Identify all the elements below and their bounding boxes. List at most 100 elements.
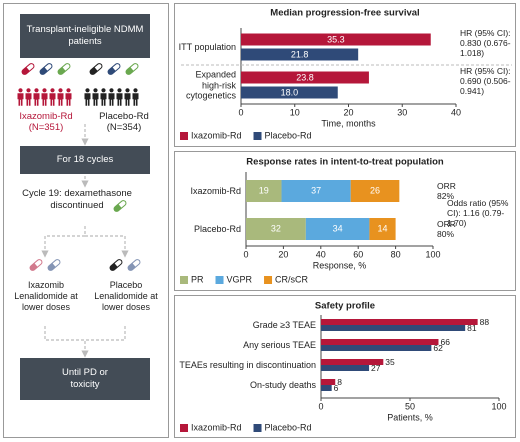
x-tick-label: 50 bbox=[405, 401, 415, 411]
bar bbox=[321, 345, 432, 351]
bar bbox=[321, 339, 439, 345]
bar bbox=[321, 365, 370, 371]
x-tick-label: 80 bbox=[391, 249, 401, 259]
legend-swatch bbox=[215, 276, 224, 284]
legend-label: CR/sCR bbox=[275, 274, 308, 284]
x-tick-label: 0 bbox=[318, 401, 323, 411]
data-label: 8 bbox=[337, 377, 342, 387]
x-tick-label: 20 bbox=[278, 249, 288, 259]
flow-box: For 18 cycles bbox=[20, 146, 150, 174]
x-axis-label: Time, months bbox=[321, 118, 376, 128]
data-label: 26 bbox=[370, 185, 380, 195]
category-label: Ixazomib-Rd bbox=[190, 185, 241, 196]
legend-label: VGPR bbox=[227, 274, 253, 284]
legend-label: Ixazomib-Rd bbox=[191, 130, 242, 140]
bar bbox=[241, 48, 359, 61]
maint-drug: Ixazomib bbox=[27, 280, 64, 290]
flow-box: Transplant-ineligible NDMM patients bbox=[20, 14, 150, 58]
legend-swatch bbox=[180, 276, 188, 284]
data-label: 88 bbox=[480, 317, 490, 327]
bar bbox=[321, 379, 336, 385]
panel bbox=[174, 3, 516, 147]
annotation: Odds ratio (95% CI): 1.16 (0.79-1.70) bbox=[447, 198, 509, 228]
flow-box: Until PD or toxicity bbox=[20, 358, 150, 400]
data-label: 62 bbox=[433, 343, 443, 353]
panel bbox=[174, 151, 516, 291]
maint-backbone: Lenalidomide at lower doses bbox=[94, 291, 158, 312]
flow-cycle19: Cycle 19: dexamethasone discontinued bbox=[22, 188, 132, 211]
bar bbox=[321, 385, 332, 391]
chart-title: Safety profile bbox=[315, 301, 375, 312]
bar bbox=[241, 86, 338, 99]
maint-backbone: Lenalidomide at lower doses bbox=[14, 291, 78, 312]
bar-segment bbox=[369, 218, 396, 240]
category-label: TEAEs resulting in discontinuation bbox=[179, 359, 316, 370]
data-label: 37 bbox=[311, 185, 321, 195]
bar-segment bbox=[281, 180, 351, 202]
bar bbox=[321, 325, 466, 331]
legend-swatch bbox=[180, 424, 188, 432]
x-tick-label: 0 bbox=[243, 249, 248, 259]
category-label: ITT population bbox=[178, 41, 236, 52]
flow-end: Until PD or toxicity bbox=[62, 367, 108, 390]
arm-n: (N=354) bbox=[106, 122, 142, 133]
data-label: 14 bbox=[378, 223, 388, 233]
x-tick-label: 30 bbox=[397, 107, 407, 117]
x-axis-label: Patients, % bbox=[387, 412, 433, 422]
left-panel bbox=[3, 3, 169, 438]
x-tick-label: 40 bbox=[451, 107, 461, 117]
category-label: Expanded high-risk cytogenetics bbox=[185, 69, 236, 101]
data-label: 19 bbox=[259, 185, 269, 195]
legend-label: PR bbox=[191, 274, 204, 284]
bar bbox=[321, 359, 384, 365]
x-tick-label: 10 bbox=[290, 107, 300, 117]
category-label: Placebo-Rd bbox=[193, 223, 241, 234]
arm-name: Ixazomib-Rd bbox=[19, 111, 73, 122]
data-label: 35.3 bbox=[327, 34, 345, 44]
chart-title: Response rates in intent-to-treat popula… bbox=[246, 157, 444, 168]
bar bbox=[241, 33, 431, 46]
arm-name: Placebo-Rd bbox=[99, 111, 149, 122]
category-label: Grade ≥3 TEAE bbox=[252, 319, 316, 330]
bar-segment bbox=[305, 218, 370, 240]
data-label: 66 bbox=[440, 337, 450, 347]
patient-icons bbox=[84, 88, 139, 106]
data-label: 23.8 bbox=[296, 72, 314, 82]
pill-icons bbox=[21, 63, 141, 271]
data-label: 81 bbox=[467, 323, 477, 333]
x-tick-label: 40 bbox=[316, 249, 326, 259]
annotation: ORR 80% bbox=[437, 219, 456, 239]
legend-label: Ixazomib-Rd bbox=[191, 422, 242, 432]
patient-icons bbox=[17, 88, 72, 106]
flow-phase: For 18 cycles bbox=[56, 154, 114, 165]
x-tick-label: 0 bbox=[238, 107, 243, 117]
chart-title: Median progression-free survival bbox=[270, 8, 419, 19]
data-label: 35 bbox=[385, 357, 395, 367]
arm-n: (N=351) bbox=[28, 122, 64, 133]
data-label: 18.0 bbox=[281, 87, 299, 97]
annotation: HR (95% CI): 0.690 (0.506-0.941) bbox=[460, 66, 511, 96]
legend-label: Placebo-Rd bbox=[265, 130, 312, 140]
x-tick-label: 100 bbox=[425, 249, 440, 259]
x-axis-label: Response, % bbox=[313, 260, 367, 270]
data-label: 32 bbox=[271, 223, 281, 233]
data-label: 34 bbox=[333, 223, 343, 233]
category-label: Any serious TEAE bbox=[243, 339, 316, 350]
legend-swatch bbox=[253, 424, 262, 432]
x-tick-label: 60 bbox=[353, 249, 363, 259]
panel bbox=[174, 295, 516, 438]
annotation: ORR 82% bbox=[437, 181, 456, 201]
data-label: 21.8 bbox=[291, 49, 309, 59]
legend-swatch bbox=[180, 132, 188, 140]
category-label: On-study deaths bbox=[249, 379, 316, 390]
bar-segment bbox=[246, 180, 282, 202]
legend-label: Placebo-Rd bbox=[265, 422, 312, 432]
data-label: 27 bbox=[371, 363, 381, 373]
legend-swatch bbox=[253, 132, 262, 140]
flow-arrows bbox=[41, 124, 129, 358]
data-label: 6 bbox=[334, 383, 339, 393]
bar-segment bbox=[246, 218, 306, 240]
x-tick-label: 20 bbox=[343, 107, 353, 117]
